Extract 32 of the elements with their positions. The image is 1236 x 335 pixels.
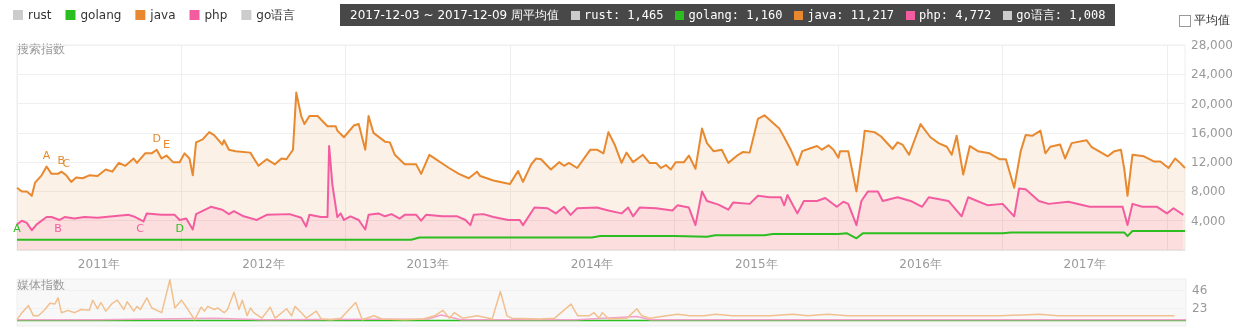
- annotation: C: [136, 221, 145, 235]
- annotation: A: [42, 148, 51, 162]
- x-tick-label: 2012年: [242, 257, 285, 271]
- x-tick-label: 2013年: [406, 257, 449, 271]
- legend-label: go语言: [256, 8, 296, 22]
- x-tick-label: 2016年: [899, 257, 942, 271]
- y-tick-label: 24,000: [1191, 67, 1234, 82]
- x-tick-label: 2015年: [734, 257, 778, 271]
- y-tick-label: 12,000: [1191, 155, 1234, 170]
- line-series: [16, 279, 1176, 321]
- y-axis-title: 媒体指数: [17, 278, 65, 292]
- y-tick-label: 4,000: [1191, 213, 1226, 228]
- legend-label: java: [149, 8, 176, 22]
- y-tick-label: 20,000: [1191, 96, 1234, 111]
- annotation: D: [175, 221, 184, 235]
- annotation: D: [152, 131, 161, 145]
- annotation: E: [163, 137, 171, 151]
- y-tick-label: 16,000: [1191, 125, 1234, 140]
- x-tick-label: 2011年: [77, 257, 121, 271]
- annotation: B: [54, 221, 62, 235]
- legend-label: rust: [28, 8, 52, 22]
- y-tick-label: 23: [1192, 300, 1208, 315]
- y-tick-label: 46: [1192, 282, 1208, 297]
- tooltip-panel: 2017-12-03 ~ 2017-12-09 周平均值 rust: 1,465 golang: 1,160 java: 11,217 php: 4,772 go语言: 1,008: [340, 4, 1116, 26]
- y-tick-label: 28,000: [1191, 38, 1234, 52]
- x-tick-label: 2014年: [570, 257, 614, 271]
- x-tick-label: 2017年: [1063, 257, 1107, 271]
- text: 平均值: [1194, 12, 1230, 29]
- legend-label: php: [204, 8, 228, 22]
- legend-label: golang: [80, 8, 122, 22]
- y-tick-label: 8,000: [1191, 184, 1226, 199]
- annotation: A: [13, 221, 22, 235]
